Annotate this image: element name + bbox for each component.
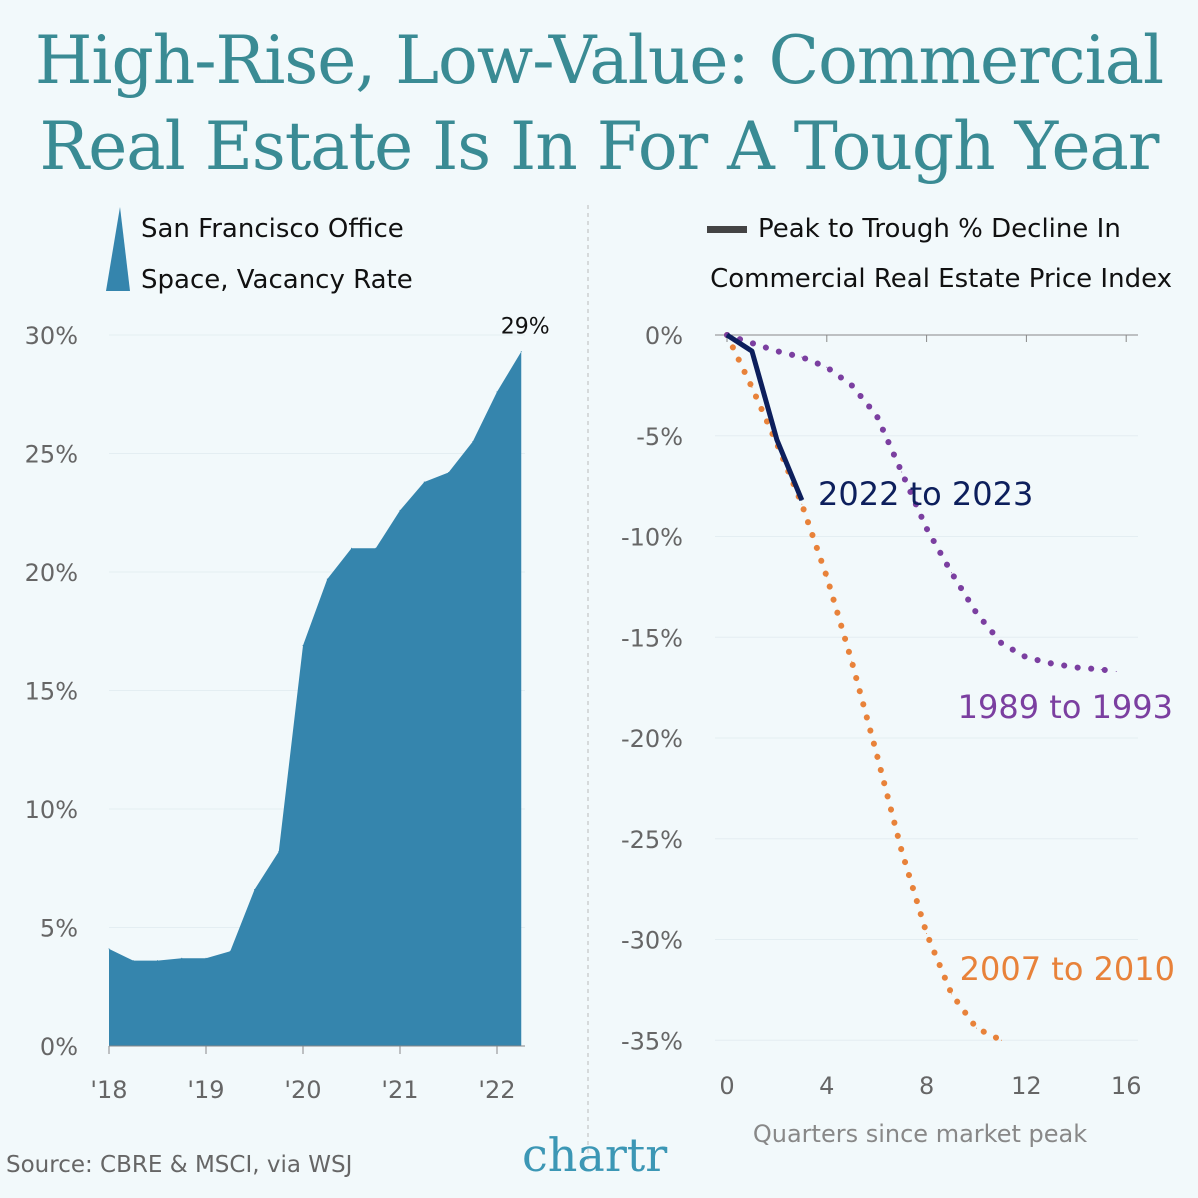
data-point (1100, 668, 1102, 670)
data-point (448, 471, 449, 473)
data-point (423, 481, 425, 483)
x-tick-label: '20 (284, 1076, 321, 1104)
title-line-1: High-Rise, Low-Value: Commercial (34, 22, 1164, 99)
x-tick-label: 16 (1111, 1072, 1142, 1100)
x-tick-label: 12 (1011, 1072, 1042, 1100)
series-label: 2007 to 2010 (960, 950, 1175, 988)
data-point (108, 948, 110, 950)
series-line-2007-to-2010 (724, 332, 1005, 1044)
chartr-logo: chartr (522, 1128, 668, 1182)
y-tick-label: 20% (25, 559, 78, 587)
data-point (326, 578, 328, 580)
data-point (751, 342, 753, 344)
data-point (181, 957, 183, 959)
data-point (901, 850, 903, 852)
x-tick-label: 8 (919, 1072, 934, 1100)
data-point (951, 572, 953, 574)
data-point (901, 471, 903, 473)
decline-chart: 0% -5% -10% -15% -20% -25% -30% -35% 0 4 8 12 16 Quar… (621, 214, 1175, 1148)
data-point (229, 950, 231, 952)
data-point (1025, 656, 1027, 658)
y-tick-label: 5% (40, 915, 78, 943)
data-point (926, 527, 928, 529)
x-tick-label: 4 (819, 1072, 834, 1100)
data-point (976, 612, 977, 614)
data-point (801, 503, 803, 505)
data-point (926, 932, 928, 934)
x-tick-label: '21 (381, 1076, 418, 1104)
data-point (851, 384, 853, 386)
data-point (472, 441, 474, 443)
vacancy-area (109, 351, 522, 1047)
x-tick-label: '22 (478, 1076, 515, 1104)
legend-label: Peak to Trough % Decline In (758, 214, 1121, 244)
data-point (399, 509, 401, 511)
y-tick-label: 0% (645, 322, 683, 350)
y-tick-label: -10% (621, 524, 683, 552)
y-tick-label: 25% (25, 441, 78, 469)
data-point (1000, 1039, 1002, 1041)
y-tick-label: -35% (621, 1027, 683, 1055)
data-point (726, 334, 728, 336)
x-tick-label: 0 (719, 1072, 734, 1100)
data-point (876, 753, 878, 755)
data-point (496, 391, 498, 393)
vacancy-chart: 0% 5% 10% 15% 20% 25% 30% '18 '19 '20 '21 '22 29% San… (25, 207, 550, 1104)
y-tick-label: 15% (25, 678, 78, 706)
data-point (375, 547, 377, 549)
legend-line-icon (707, 226, 747, 233)
data-point (751, 350, 753, 352)
data-point (776, 350, 778, 352)
data-point (520, 351, 522, 353)
legend-label: Space, Vacancy Rate (141, 265, 413, 295)
data-point (776, 439, 778, 441)
y-tick-label: -20% (621, 725, 683, 753)
data-point (205, 957, 207, 959)
legend-area-icon (106, 207, 130, 291)
data-point (826, 366, 828, 368)
data-point (801, 356, 803, 358)
x-tick-label: '18 (90, 1076, 127, 1104)
y-tick-label: 30% (25, 322, 78, 350)
data-point (351, 547, 352, 549)
y-tick-label: -30% (621, 927, 683, 955)
legend-label: Commercial Real Estate Price Index (710, 264, 1172, 294)
data-point (1075, 666, 1077, 668)
y-tick-label: 10% (25, 796, 78, 824)
y-tick-label: -25% (621, 826, 683, 854)
data-point (254, 889, 255, 891)
data-point (751, 386, 753, 388)
y-tick-label: -15% (621, 624, 683, 652)
data-point (1115, 671, 1117, 673)
data-point (801, 499, 803, 501)
x-axis-title: Quarters since market peak (753, 1120, 1087, 1148)
end-value-label: 29% (501, 315, 550, 340)
series-label: 1989 to 1993 (958, 688, 1173, 726)
data-point (1050, 662, 1052, 664)
data-point (951, 993, 953, 995)
source-note: Source: CBRE & MSCI, via WSJ (6, 1152, 353, 1178)
x-tick-label: '19 (187, 1076, 224, 1104)
y-tick-label: -5% (636, 423, 683, 451)
series-label: 2022 to 2023 (818, 475, 1033, 513)
y-tick-label: 0% (40, 1033, 78, 1061)
title-line-2: Real Estate Is In For A Tough Year (39, 108, 1160, 185)
data-point (302, 644, 304, 646)
legend-label: San Francisco Office (141, 214, 404, 244)
data-point (278, 851, 280, 853)
page-title: High-Rise, Low-Value: Commercial Real Es… (0, 18, 1198, 190)
data-point (851, 660, 853, 662)
data-point (157, 960, 158, 962)
series-line-2022-to-2023 (725, 332, 805, 502)
data-point (132, 960, 134, 962)
data-point (876, 415, 878, 417)
data-point (976, 1027, 977, 1029)
data-point (1000, 642, 1002, 644)
data-point (826, 576, 828, 578)
